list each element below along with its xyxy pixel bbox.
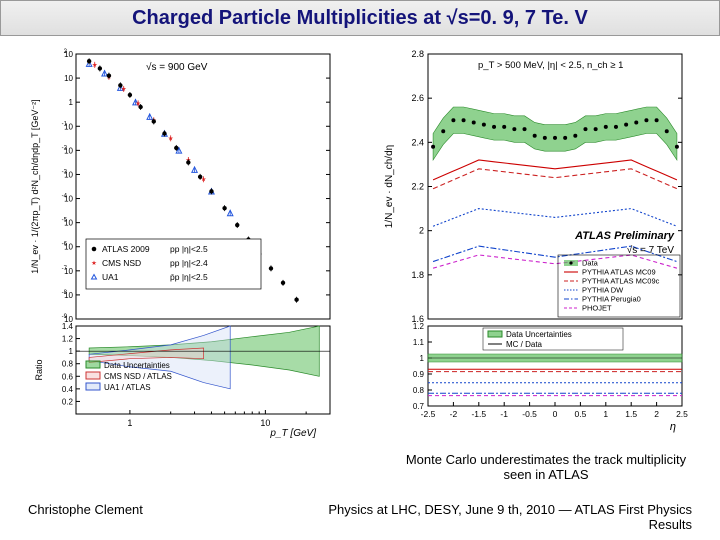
svg-text:-7: -7 (62, 266, 68, 272)
svg-text:pp |η|<2.4: pp |η|<2.4 (170, 258, 208, 268)
svg-text:η: η (670, 421, 676, 433)
svg-text:PYTHIA DW: PYTHIA DW (582, 286, 624, 295)
footer: Christophe Clement Physics at LHC, DESY,… (0, 502, 720, 532)
svg-text:2.8: 2.8 (411, 49, 424, 59)
svg-text:-2.5: -2.5 (421, 409, 436, 419)
svg-text:MC / Data: MC / Data (506, 340, 543, 349)
charts-row: 10-910-810-710-610-510-410-310-210-11101… (0, 36, 720, 444)
svg-text:-2: -2 (62, 145, 68, 151)
svg-text:2.5: 2.5 (676, 409, 688, 419)
svg-text:-1.5: -1.5 (471, 409, 486, 419)
svg-text:1: 1 (127, 418, 132, 428)
svg-text:-5: -5 (62, 218, 68, 224)
svg-text:-4: -4 (62, 194, 68, 200)
svg-text:-1: -1 (62, 121, 68, 127)
svg-text:-9: -9 (62, 314, 68, 320)
svg-text:pp |η|<2.5: pp |η|<2.5 (170, 244, 208, 254)
svg-text:Data Uncertainties: Data Uncertainties (104, 361, 170, 370)
svg-text:2: 2 (419, 226, 424, 236)
svg-text:1.8: 1.8 (411, 270, 424, 280)
svg-text:0: 0 (553, 409, 558, 419)
svg-text:-2: -2 (450, 409, 458, 419)
svg-text:-1: -1 (500, 409, 508, 419)
svg-text:p_T > 500 MeV, |η| < 2.5, n_ch: p_T > 500 MeV, |η| < 2.5, n_ch ≥ 1 (478, 60, 623, 71)
svg-text:1/N_ev · dN_ch/dη: 1/N_ev · dN_ch/dη (384, 145, 395, 228)
footer-author: Christophe Clement (28, 502, 143, 532)
svg-text:1.4: 1.4 (62, 322, 74, 331)
slide-title-bar: Charged Particle Multiplicities at √s=0.… (0, 0, 720, 36)
svg-text:PYTHIA Perugia0: PYTHIA Perugia0 (582, 295, 641, 304)
svg-text:10: 10 (64, 74, 73, 83)
svg-text:CMS NSD: CMS NSD (102, 258, 141, 268)
svg-text:0.9: 0.9 (413, 370, 425, 379)
svg-text:2.2: 2.2 (411, 182, 424, 192)
svg-text:-6: -6 (62, 242, 68, 248)
svg-text:0.8: 0.8 (62, 360, 74, 369)
svg-text:p̄p |η|<2.5: p̄p |η|<2.5 (170, 272, 208, 282)
svg-text:Ratio: Ratio (34, 359, 44, 380)
svg-text:UA1: UA1 (102, 272, 119, 282)
svg-text:PYTHIA ATLAS MC09c: PYTHIA ATLAS MC09c (582, 277, 660, 286)
slide-title: Charged Particle Multiplicities at √s=0.… (132, 7, 588, 30)
svg-text:√s = 900 GeV: √s = 900 GeV (146, 61, 208, 73)
svg-text:1: 1 (69, 347, 74, 356)
svg-text:2.6: 2.6 (411, 93, 424, 103)
svg-text:10: 10 (260, 418, 270, 428)
svg-text:PYTHIA ATLAS MC09: PYTHIA ATLAS MC09 (582, 268, 656, 277)
svg-text:p_T [GeV]: p_T [GeV] (269, 428, 316, 439)
svg-text:√s = 7 TeV: √s = 7 TeV (627, 244, 675, 256)
caption-right: Monte Carlo underestimates the track mul… (396, 452, 696, 482)
svg-text:1.2: 1.2 (413, 322, 425, 331)
svg-text:CMS NSD / ATLAS: CMS NSD / ATLAS (104, 372, 172, 381)
svg-text:ATLAS 2009: ATLAS 2009 (102, 244, 150, 254)
svg-text:1.2: 1.2 (62, 335, 74, 344)
svg-text:1.1: 1.1 (413, 338, 425, 347)
svg-text:2.4: 2.4 (411, 137, 424, 147)
svg-text:0.2: 0.2 (62, 397, 74, 406)
svg-text:-0.5: -0.5 (522, 409, 537, 419)
svg-text:-8: -8 (62, 290, 68, 296)
svg-text:ATLAS Preliminary: ATLAS Preliminary (574, 230, 675, 242)
footer-conference: Physics at LHC, DESY, June 9 th, 2010 — … (292, 502, 692, 532)
svg-text:1.5: 1.5 (625, 409, 637, 419)
right-chart: 1.61.822.22.42.62.81/N_ev · dN_ch/dηp_T … (376, 44, 696, 439)
svg-text:1: 1 (69, 98, 74, 107)
left-chart: 10-910-810-710-610-510-410-310-210-11101… (24, 44, 344, 439)
svg-text:0.5: 0.5 (574, 409, 586, 419)
svg-text:2: 2 (654, 409, 659, 419)
svg-text:0.8: 0.8 (413, 386, 425, 395)
svg-text:Data: Data (582, 259, 599, 268)
svg-text:1: 1 (603, 409, 608, 419)
svg-text:1: 1 (420, 354, 425, 363)
svg-text:-3: -3 (62, 169, 68, 175)
svg-text:PHOJET: PHOJET (582, 304, 612, 313)
svg-text:Data Uncertainties: Data Uncertainties (506, 330, 572, 339)
svg-text:1/N_ev · 1/(2πp_T) d²N_ch/dηdp: 1/N_ev · 1/(2πp_T) d²N_ch/dηdp_T [GeV⁻²] (30, 99, 40, 273)
svg-text:UA1 / ATLAS: UA1 / ATLAS (104, 383, 151, 392)
svg-text:0.4: 0.4 (62, 385, 74, 394)
svg-text:0.6: 0.6 (62, 372, 74, 381)
